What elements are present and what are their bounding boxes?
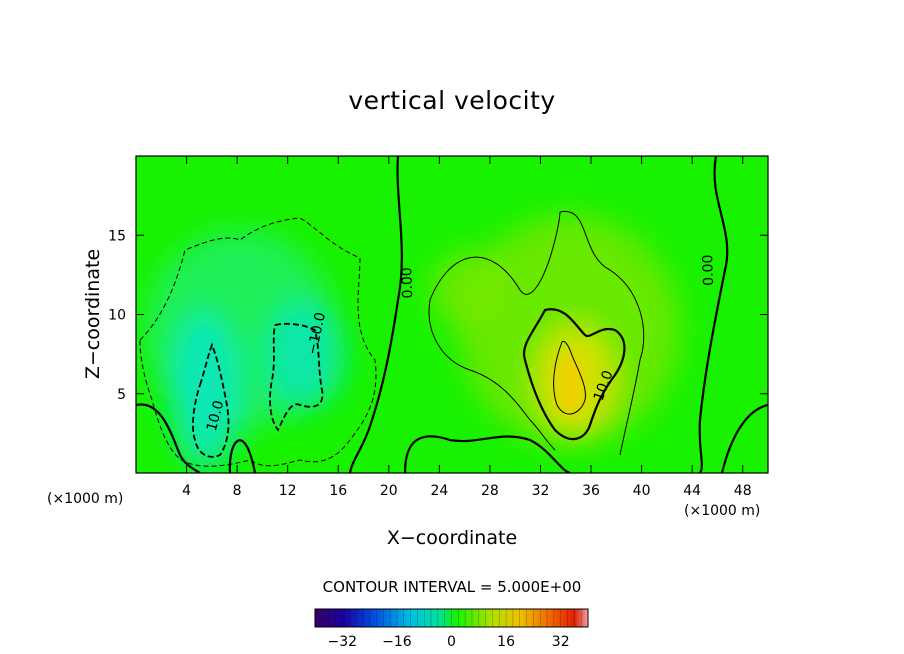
colorbar-tick-label: 16 <box>497 634 515 650</box>
field-layer <box>136 156 768 473</box>
colorbar: −32 −16 0 16 32 <box>314 608 589 650</box>
x-tick-label: 40 <box>633 483 651 499</box>
colorbar-tick-label: −16 <box>382 634 412 650</box>
contour-neg10-b <box>269 322 324 432</box>
contour-pos5 <box>428 210 645 456</box>
colorbar-tick-label: 32 <box>552 634 570 650</box>
colorbar-tick-label: −32 <box>328 634 358 650</box>
contour-zero-a <box>348 156 403 473</box>
contour-zero-b <box>698 156 729 473</box>
y-tick-label: 10 <box>108 308 126 324</box>
x-unit-label-right: (×1000 m) <box>684 503 761 519</box>
x-tick-label: 24 <box>430 483 448 499</box>
x-tick-label: 32 <box>532 483 550 499</box>
contour-zero-e <box>403 435 571 473</box>
x-tick-label: 4 <box>182 483 191 499</box>
contour-label: 10.0 <box>204 399 228 433</box>
x-tick-label: 8 <box>233 483 242 499</box>
contour-label: 0.00 <box>399 267 416 299</box>
contour-pos15 <box>553 340 586 415</box>
y-tick-label: 15 <box>108 228 126 244</box>
contour-pos10 <box>522 308 626 441</box>
contour-interval-note: CONTOUR INTERVAL = 5.000E+00 <box>322 578 582 596</box>
contour-zero-c <box>136 403 201 473</box>
x-tick-label: 20 <box>380 483 398 499</box>
contour-lines <box>136 156 768 473</box>
x-tick-label: 16 <box>329 483 347 499</box>
x-tick-label: 48 <box>734 483 752 499</box>
contour-neg10-a <box>192 342 230 458</box>
y-tick-label: 5 <box>117 387 126 403</box>
x-unit-label-left: (×1000 m) <box>47 491 124 507</box>
x-tick-label: 12 <box>279 483 297 499</box>
colorbar-ticks: −32 −16 0 16 32 <box>314 609 589 650</box>
x-tick-label: 44 <box>683 483 701 499</box>
contour-zero-f <box>720 403 768 473</box>
x-tick-label: 28 <box>481 483 499 499</box>
y-axis-label: Z−coordinate <box>82 248 104 380</box>
colorbar-tick-label: 0 <box>447 634 456 650</box>
chart-title: vertical velocity <box>348 86 556 115</box>
x-axis-label: X−coordinate <box>386 527 518 549</box>
x-tick-label: 36 <box>582 483 600 499</box>
contour-zero-d <box>228 439 257 473</box>
contour-label: 0.00 <box>700 254 717 286</box>
